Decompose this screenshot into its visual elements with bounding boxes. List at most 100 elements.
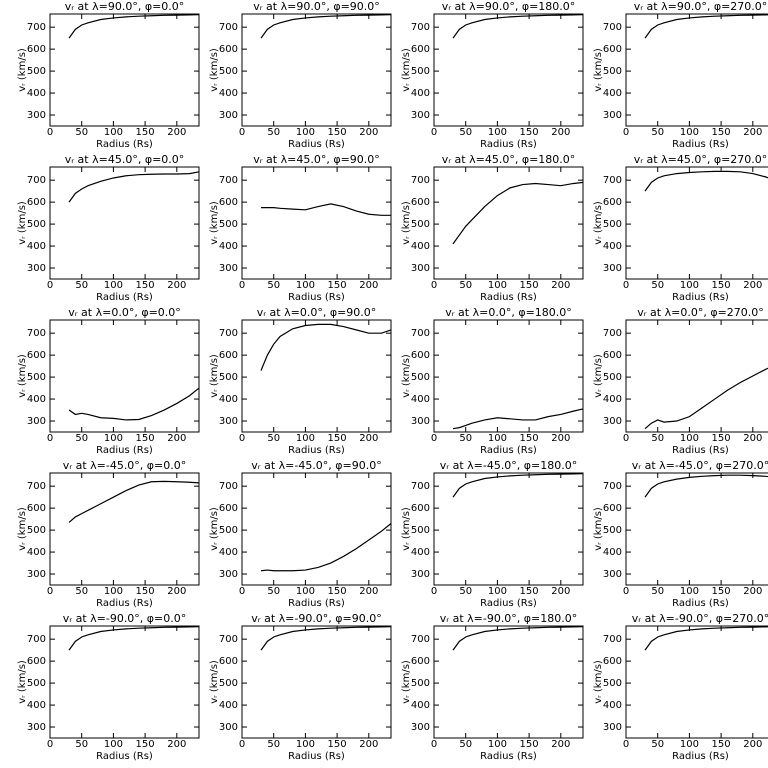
x-tick-label: 150 bbox=[136, 433, 155, 444]
x-axis-label: Radius (Rs) bbox=[288, 445, 345, 456]
y-tick-label: 500 bbox=[603, 66, 622, 77]
panel-title: vᵣ at λ=90.0°, φ=180.0° bbox=[442, 0, 576, 13]
plot-frame bbox=[433, 472, 584, 586]
y-tick-label: 500 bbox=[411, 372, 430, 383]
y-tick-label: 700 bbox=[603, 634, 622, 645]
y-tick-label: 700 bbox=[27, 634, 46, 645]
panel-title: vᵣ at λ=90.0°, φ=0.0° bbox=[65, 0, 185, 13]
x-tick-label: 150 bbox=[136, 280, 155, 291]
panel-title: vᵣ at λ=0.0°, φ=180.0° bbox=[445, 306, 572, 319]
y-tick-label: 400 bbox=[219, 394, 238, 405]
y-tick-label: 300 bbox=[603, 569, 622, 580]
plot-frame bbox=[241, 166, 392, 280]
x-tick-label: 50 bbox=[459, 127, 472, 138]
x-tick-label: 200 bbox=[167, 280, 186, 291]
x-axis-label: Radius (Rs) bbox=[480, 139, 537, 150]
x-tick-label: 0 bbox=[239, 739, 245, 750]
y-tick-label: 600 bbox=[603, 656, 622, 667]
x-tick-label: 0 bbox=[239, 280, 245, 291]
x-tick-label: 50 bbox=[459, 280, 472, 291]
y-tick-label: 400 bbox=[603, 394, 622, 405]
y-tick-label: 700 bbox=[27, 175, 46, 186]
x-tick-label: 50 bbox=[459, 433, 472, 444]
x-tick-label: 50 bbox=[651, 433, 664, 444]
data-line bbox=[68, 387, 200, 421]
y-tick-label: 300 bbox=[27, 569, 46, 580]
x-axis-label: Radius (Rs) bbox=[672, 292, 729, 303]
panel-title: vᵣ at λ=-90.0°, φ=180.0° bbox=[440, 612, 578, 625]
x-tick-label: 50 bbox=[651, 280, 664, 291]
y-tick-label: 300 bbox=[219, 722, 238, 733]
x-tick-label: 100 bbox=[680, 127, 699, 138]
plot-frame bbox=[49, 13, 200, 127]
y-axis-label: vᵣ (km/s) bbox=[401, 48, 412, 92]
x-axis-label: Radius (Rs) bbox=[288, 139, 345, 150]
data-line bbox=[68, 14, 200, 39]
x-tick-label: 100 bbox=[680, 739, 699, 750]
x-tick-label: 100 bbox=[488, 280, 507, 291]
y-axis-label: vᵣ (km/s) bbox=[209, 660, 220, 704]
x-tick-label: 100 bbox=[296, 280, 315, 291]
y-tick-label: 700 bbox=[603, 175, 622, 186]
y-tick-label: 500 bbox=[603, 678, 622, 689]
panel-title: vᵣ at λ=-90.0°, φ=0.0° bbox=[63, 612, 187, 625]
y-tick-label: 400 bbox=[603, 547, 622, 558]
y-axis-label: vᵣ (km/s) bbox=[209, 48, 220, 92]
panel-title: vᵣ at λ=45.0°, φ=90.0° bbox=[253, 153, 380, 166]
y-tick-label: 600 bbox=[27, 350, 46, 361]
y-tick-label: 600 bbox=[411, 44, 430, 55]
y-tick-label: 700 bbox=[219, 328, 238, 339]
data-line bbox=[68, 171, 200, 203]
x-axis-label: Radius (Rs) bbox=[672, 445, 729, 456]
data-line bbox=[68, 480, 200, 523]
panel-title: vᵣ at λ=0.0°, φ=270.0° bbox=[637, 306, 764, 319]
x-axis-label: Radius (Rs) bbox=[288, 292, 345, 303]
y-tick-label: 500 bbox=[27, 372, 46, 383]
data-line bbox=[452, 626, 584, 651]
data-line bbox=[261, 203, 391, 216]
x-tick-label: 200 bbox=[167, 586, 186, 597]
panel: vᵣ at λ=90.0°, φ=180.0° Radius (Rs) vᵣ (km… bbox=[401, 0, 584, 150]
x-tick-label: 150 bbox=[520, 280, 539, 291]
y-tick-label: 400 bbox=[603, 241, 622, 252]
x-tick-label: 0 bbox=[623, 739, 629, 750]
y-tick-label: 300 bbox=[219, 416, 238, 427]
y-axis-label: vᵣ (km/s) bbox=[17, 660, 28, 704]
y-axis-label: vᵣ (km/s) bbox=[17, 48, 28, 92]
panel-title: vᵣ at λ=-45.0°, φ=0.0° bbox=[63, 459, 187, 472]
x-axis-label: Radius (Rs) bbox=[672, 751, 729, 762]
y-tick-label: 700 bbox=[219, 481, 238, 492]
x-tick-label: 200 bbox=[167, 127, 186, 138]
x-axis-label: Radius (Rs) bbox=[96, 751, 153, 762]
x-axis-label: Radius (Rs) bbox=[96, 445, 153, 456]
panel-title: vᵣ at λ=0.0°, φ=90.0° bbox=[257, 306, 377, 319]
y-tick-label: 400 bbox=[27, 547, 46, 558]
panel-title: vᵣ at λ=-90.0°, φ=90.0° bbox=[251, 612, 382, 625]
x-tick-label: 100 bbox=[488, 127, 507, 138]
y-tick-label: 300 bbox=[219, 110, 238, 121]
x-tick-label: 0 bbox=[431, 739, 437, 750]
x-tick-label: 150 bbox=[520, 433, 539, 444]
y-tick-label: 600 bbox=[219, 503, 238, 514]
x-tick-label: 50 bbox=[651, 127, 664, 138]
x-tick-label: 0 bbox=[623, 280, 629, 291]
y-tick-label: 500 bbox=[27, 525, 46, 536]
x-tick-label: 200 bbox=[167, 739, 186, 750]
panel: vᵣ at λ=-45.0°, φ=180.0° Radius (Rs) vᵣ (k… bbox=[401, 459, 584, 609]
y-tick-label: 600 bbox=[411, 350, 430, 361]
y-tick-label: 700 bbox=[219, 175, 238, 186]
y-tick-label: 600 bbox=[27, 197, 46, 208]
data-line bbox=[68, 626, 200, 651]
y-tick-label: 600 bbox=[27, 44, 46, 55]
y-tick-label: 300 bbox=[411, 569, 430, 580]
panel: vᵣ at λ=45.0°, φ=90.0° Radius (Rs) vᵣ (km/… bbox=[209, 153, 392, 303]
y-tick-label: 300 bbox=[603, 722, 622, 733]
x-tick-label: 0 bbox=[47, 739, 53, 750]
y-axis-label: vᵣ (km/s) bbox=[401, 354, 412, 398]
x-tick-label: 50 bbox=[75, 433, 88, 444]
panel-title: vᵣ at λ=90.0°, φ=270.0° bbox=[634, 0, 768, 13]
y-tick-label: 600 bbox=[219, 197, 238, 208]
y-tick-label: 500 bbox=[603, 219, 622, 230]
y-axis-label: vᵣ (km/s) bbox=[17, 201, 28, 245]
y-axis-label: vᵣ (km/s) bbox=[17, 507, 28, 551]
